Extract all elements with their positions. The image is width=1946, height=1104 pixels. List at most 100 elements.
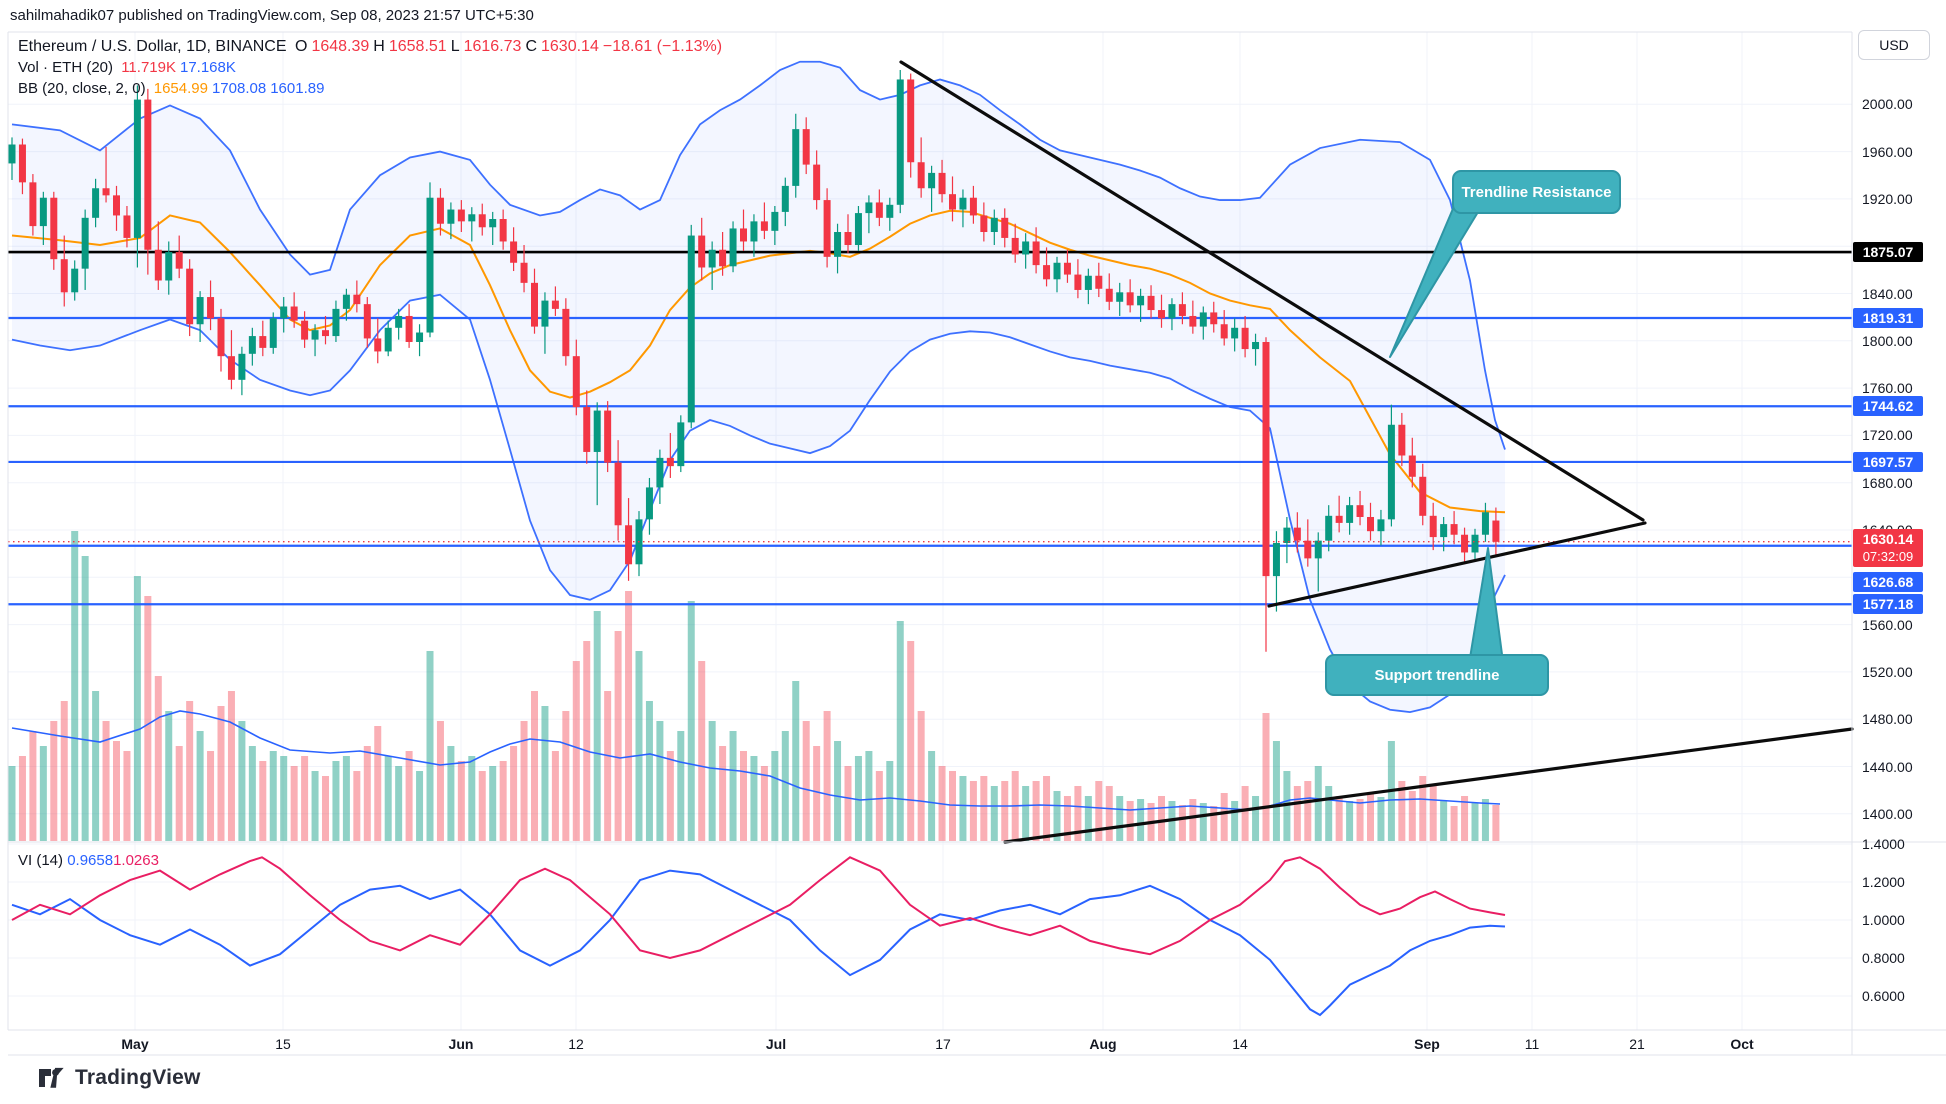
candle-body bbox=[227, 356, 235, 380]
candle-body bbox=[813, 164, 821, 201]
date-axis-label[interactable]: 17 bbox=[935, 1036, 951, 1052]
price-axis-label: 1760.00 bbox=[1862, 380, 1913, 397]
volume-bar bbox=[489, 766, 497, 841]
date-axis-label[interactable]: 14 bbox=[1232, 1036, 1248, 1052]
volume-bar bbox=[123, 751, 131, 841]
candle-body bbox=[71, 268, 79, 293]
volume-legend[interactable]: Vol · ETH (20) 11.719K 17.168K bbox=[18, 57, 726, 78]
volume-bar bbox=[29, 731, 37, 841]
candle-body bbox=[1429, 515, 1437, 538]
bollinger-legend[interactable]: BB (20, close, 2, 0) 1654.99 1708.08 1601.… bbox=[18, 78, 726, 99]
vi-axis-label: 1.0000 bbox=[1862, 912, 1905, 928]
date-axis-label[interactable]: Aug bbox=[1089, 1036, 1117, 1052]
candle-body bbox=[781, 185, 789, 212]
candle-body bbox=[207, 297, 215, 319]
legend-text: 1648.39 bbox=[311, 38, 370, 55]
candle-body bbox=[196, 297, 204, 325]
volume-bar bbox=[1377, 797, 1385, 841]
candle-body bbox=[844, 232, 852, 246]
volume-bar bbox=[71, 531, 79, 841]
volume-bar bbox=[980, 776, 988, 841]
candle-body bbox=[1314, 540, 1322, 559]
candle-body bbox=[1074, 274, 1082, 290]
level-price-tag: 1697.57 bbox=[1853, 451, 1923, 472]
volume-bar bbox=[969, 781, 977, 841]
currency-toggle-button[interactable]: USD bbox=[1858, 30, 1930, 60]
candle-body bbox=[175, 252, 183, 269]
volume-bar bbox=[1189, 799, 1197, 841]
countdown-timer: 07:32:09 bbox=[1862, 548, 1914, 564]
legend-text: 17.168K bbox=[179, 59, 236, 76]
level-price-tag: 1875.07 bbox=[1853, 242, 1923, 263]
candle-body bbox=[520, 262, 528, 283]
volume-bar bbox=[342, 756, 350, 841]
candles-layer bbox=[8, 70, 1500, 652]
volume-bar bbox=[374, 726, 382, 841]
volume-bar bbox=[834, 741, 842, 841]
date-axis-label[interactable]: 11 bbox=[1524, 1036, 1540, 1052]
volume-bar bbox=[802, 721, 810, 841]
price-axis-label: 1400.00 bbox=[1862, 805, 1913, 822]
candle-body bbox=[645, 487, 653, 520]
date-axis-label[interactable]: Oct bbox=[1730, 1036, 1754, 1052]
legend-text: 1630.14 bbox=[541, 38, 599, 55]
candle-body bbox=[562, 308, 570, 357]
volume-bar bbox=[823, 711, 831, 841]
date-axis-label[interactable]: May bbox=[121, 1036, 149, 1052]
volume-bar bbox=[698, 661, 706, 841]
candle-body bbox=[969, 197, 977, 216]
candle-body bbox=[593, 410, 601, 452]
candle-body bbox=[729, 228, 737, 267]
candle-body bbox=[405, 315, 413, 342]
candle-body bbox=[865, 202, 873, 214]
resistance-callout[interactable]: Trendline Resistance bbox=[1452, 170, 1621, 214]
candle-body bbox=[165, 252, 173, 281]
date-axis-label[interactable]: Jun bbox=[448, 1036, 474, 1052]
date-axis-label[interactable]: Jul bbox=[765, 1036, 787, 1052]
candle-body bbox=[886, 204, 894, 218]
symbol-ohlc-legend[interactable]: Ethereum / U.S. Dollar, 1D, BINANCE O 164… bbox=[18, 36, 726, 57]
candle-body bbox=[81, 217, 89, 269]
candle-body bbox=[269, 318, 277, 348]
candle-body bbox=[802, 129, 810, 165]
volume-bar bbox=[625, 591, 633, 841]
volume-bar bbox=[1084, 796, 1092, 841]
candle-body bbox=[113, 195, 120, 216]
candle-body bbox=[1043, 265, 1051, 280]
volume-bar bbox=[175, 746, 183, 841]
price-axis-label: 1720.00 bbox=[1862, 427, 1913, 444]
candle-body bbox=[311, 330, 319, 340]
candle-body bbox=[1440, 524, 1448, 538]
candle-body bbox=[1471, 534, 1479, 553]
volume-bar bbox=[165, 711, 173, 841]
volume-ma-line bbox=[11, 710, 1501, 811]
candle-body bbox=[531, 282, 538, 327]
price-axis-label: 1680.00 bbox=[1862, 474, 1913, 491]
volume-bar bbox=[92, 691, 100, 841]
candle-body bbox=[426, 197, 434, 333]
candle-body bbox=[468, 214, 476, 222]
volume-bar bbox=[531, 691, 538, 841]
vortex-indicator-legend[interactable]: VI (14) 0.96581.0263 bbox=[18, 852, 159, 869]
price-axis-label: 2000.00 bbox=[1862, 96, 1913, 113]
legend-text: 0.9658 bbox=[67, 852, 114, 869]
candle-body bbox=[1325, 515, 1333, 541]
candle-body bbox=[625, 525, 633, 565]
candle-body bbox=[1168, 304, 1176, 319]
date-axis-label[interactable]: Sep bbox=[1414, 1036, 1440, 1052]
volume-bar bbox=[426, 651, 434, 841]
price-axis-label: 1920.00 bbox=[1862, 190, 1913, 207]
candle-body bbox=[572, 356, 580, 408]
candle-body bbox=[259, 336, 267, 348]
volume-bar bbox=[301, 756, 309, 841]
volume-bar bbox=[1001, 781, 1009, 841]
support-callout[interactable]: Support trendline bbox=[1325, 654, 1549, 696]
tradingview-brand[interactable]: TradingView bbox=[38, 1066, 201, 1090]
candle-body bbox=[771, 211, 779, 231]
candle-body bbox=[322, 330, 329, 337]
volume-bar bbox=[332, 761, 340, 841]
date-axis-label[interactable]: 21 bbox=[1629, 1036, 1645, 1052]
date-axis-label[interactable]: 15 bbox=[275, 1036, 291, 1052]
date-axis-label[interactable]: 12 bbox=[568, 1036, 584, 1052]
